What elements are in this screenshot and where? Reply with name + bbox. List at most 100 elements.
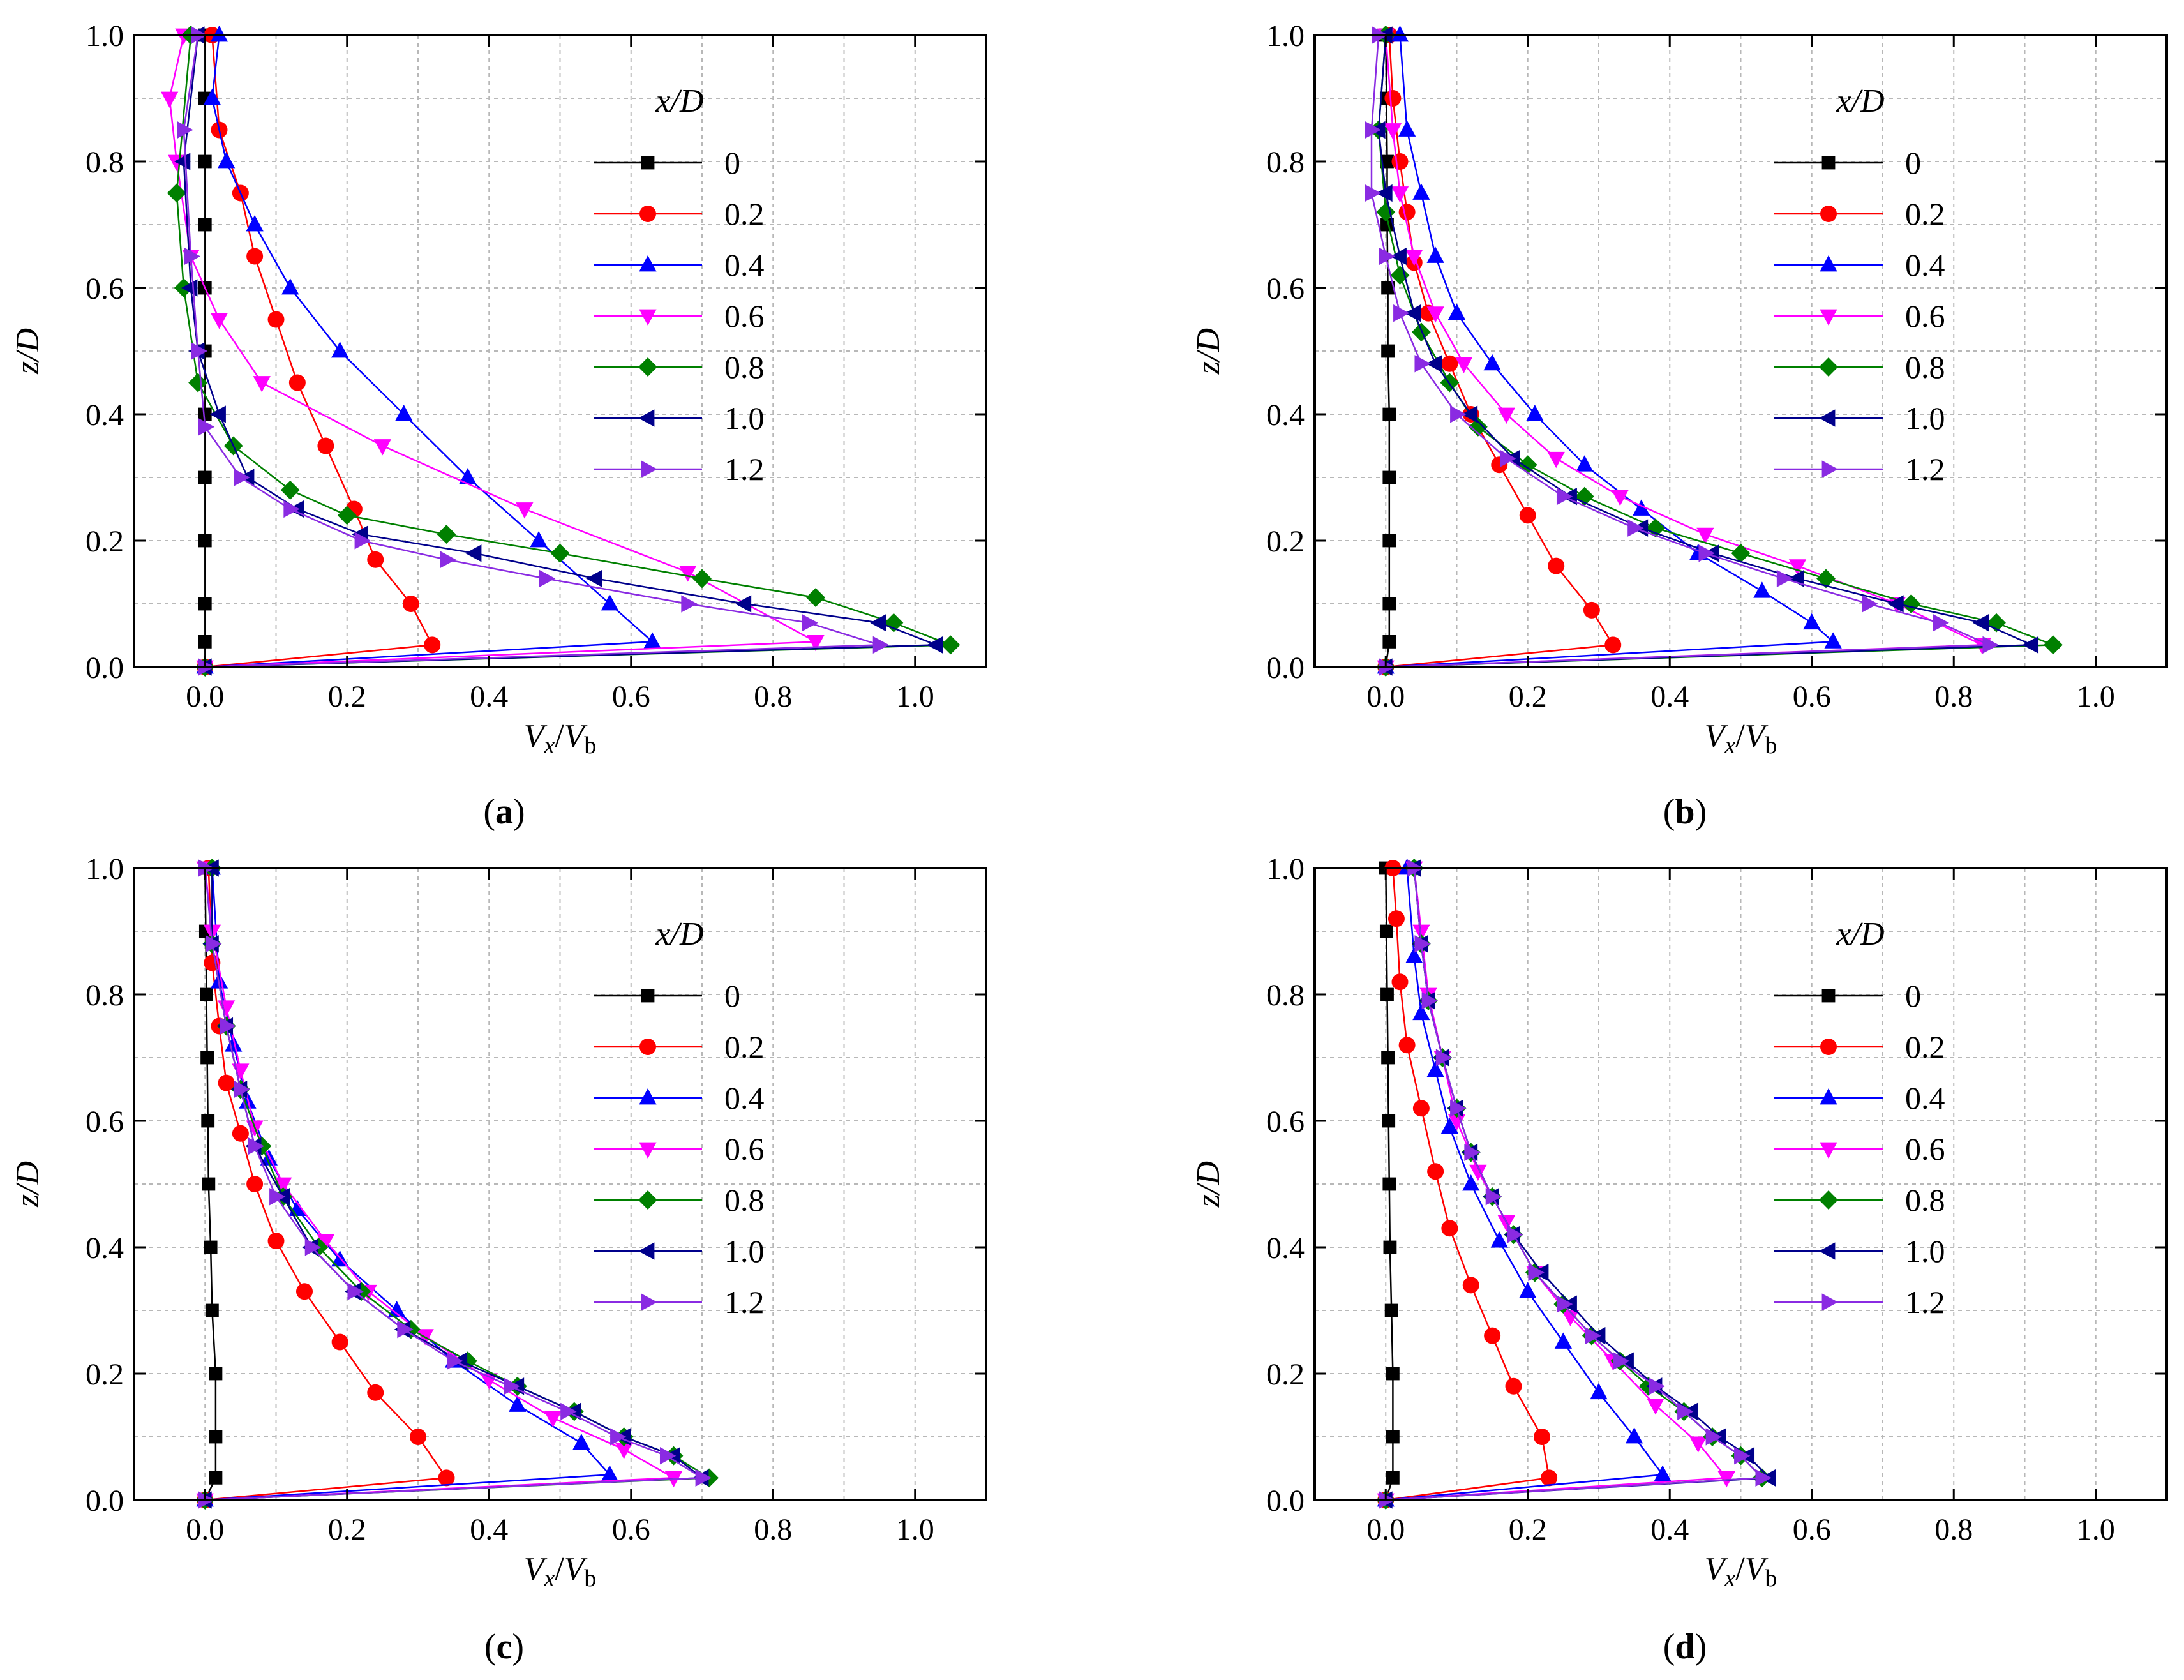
legend-label: 0.6 (724, 298, 765, 334)
data-point (447, 1352, 463, 1370)
data-point (367, 551, 384, 568)
y-tick-label: 0.4 (1266, 398, 1305, 432)
data-point (1435, 1049, 1453, 1067)
legend-item: 0.6 (1774, 1131, 1945, 1167)
data-point (1901, 594, 1921, 613)
legend-label: 0 (1905, 978, 1921, 1014)
data-point (438, 1469, 455, 1487)
data-point (1776, 569, 1793, 588)
legend-item: 0 (594, 978, 740, 1014)
data-point (1646, 518, 1665, 538)
legend-title: x/D (655, 916, 703, 952)
legend-label: 0.4 (724, 1080, 765, 1116)
data-point (1755, 1469, 1772, 1487)
data-point (1441, 1220, 1458, 1237)
x-tick-label: 0.8 (1934, 680, 1973, 714)
legend-item: 0 (1774, 145, 1921, 181)
data-point (1405, 250, 1423, 266)
data-point (530, 531, 548, 548)
data-point (1696, 527, 1714, 544)
data-point (1426, 1060, 1444, 1077)
data-point (218, 1074, 235, 1091)
legend-marker (1819, 1190, 1838, 1210)
legend-marker (641, 1293, 657, 1311)
x-tick-label: 0.8 (754, 680, 792, 714)
data-point (198, 470, 212, 484)
x-axis-label: Vx/Vb (1705, 718, 1777, 759)
data-point (1450, 405, 1467, 423)
legend: x/D 0 0.2 0.4 0.6 0.8 1.0 1.2 (594, 916, 765, 1320)
x-tick-label: 0.0 (186, 680, 224, 714)
data-point (1982, 636, 1999, 654)
data-point (1390, 266, 1410, 285)
data-point (480, 1373, 498, 1390)
data-point (1412, 183, 1430, 200)
data-point (209, 1430, 223, 1444)
series-line (1386, 34, 1836, 668)
data-point (601, 1465, 619, 1481)
data-point (1391, 26, 1409, 42)
y-tick-label: 0.6 (1266, 272, 1305, 306)
data-point (317, 437, 334, 454)
x-tick-label: 1.0 (2077, 1513, 2115, 1547)
data-point (160, 91, 179, 108)
data-point (373, 439, 392, 456)
data-point (1499, 449, 1516, 467)
legend-marker (1821, 1293, 1838, 1311)
legend: x/D 0 0.2 0.4 0.6 0.8 1.0 1.2 (1774, 83, 1945, 487)
data-point (1933, 614, 1949, 632)
panel-tag-c: (c) (484, 1627, 524, 1667)
data-point (424, 636, 441, 654)
legend-marker (638, 1242, 655, 1260)
x-axis-label-part: V (524, 718, 548, 754)
data-point (1788, 559, 1807, 576)
data-point (354, 532, 371, 550)
data-point (692, 569, 712, 589)
data-point (807, 635, 825, 652)
data-point (184, 247, 200, 266)
x-tick-label: 0.6 (612, 1513, 650, 1547)
data-point (1468, 417, 1488, 437)
panel-b: 0.0 0.2 0.4 0.6 0.8 1.0 0.0 0.2 0.4 0.6 0.8 1.0 Vx/V… (1190, 19, 2168, 759)
data-point (1391, 153, 1409, 170)
data-point (1426, 246, 1444, 263)
data-point (1464, 1143, 1481, 1162)
data-point (872, 636, 890, 654)
legend-label: 0.2 (1905, 1029, 1945, 1065)
legend-item: 0.6 (594, 298, 765, 334)
data-point (1490, 1231, 1508, 1248)
x-axis-label-part: V (564, 718, 588, 754)
x-axis-label-slash: / (555, 718, 564, 754)
legend-item: 1.0 (1774, 1233, 1945, 1269)
data-point (1561, 1310, 1580, 1326)
y-tick-label: 0.4 (86, 398, 124, 432)
data-point (1547, 451, 1565, 469)
data-point (1526, 405, 1544, 421)
data-point (1382, 1114, 1396, 1128)
data-point (509, 1395, 527, 1412)
data-point (1507, 1226, 1523, 1243)
data-point (246, 215, 264, 232)
legend-marker (1820, 309, 1837, 326)
y-tick-label: 0.6 (1266, 1105, 1305, 1139)
data-point (274, 1177, 292, 1194)
x-tick-label: 0.8 (754, 1513, 792, 1547)
panel-tag-paren: ( (1663, 1627, 1675, 1667)
x-tick-label: 0.6 (612, 680, 650, 714)
legend-item: 1.2 (1774, 451, 1945, 487)
data-point (572, 1433, 590, 1450)
data-point (200, 1051, 214, 1065)
data-point (1386, 1430, 1400, 1444)
data-point (1376, 184, 1393, 202)
y-tick-label: 1.0 (86, 852, 124, 886)
legend-marker (1819, 409, 1836, 427)
data-point (1611, 490, 1629, 506)
data-point (1613, 1352, 1630, 1370)
data-point (1647, 1399, 1664, 1415)
plot-frame (133, 867, 987, 1501)
legend-item: 1.0 (594, 400, 765, 436)
legend-item: 0.2 (1774, 196, 1945, 232)
legend-label: 0.6 (1905, 298, 1945, 334)
series-line (183, 34, 937, 668)
data-point (1590, 1383, 1608, 1400)
